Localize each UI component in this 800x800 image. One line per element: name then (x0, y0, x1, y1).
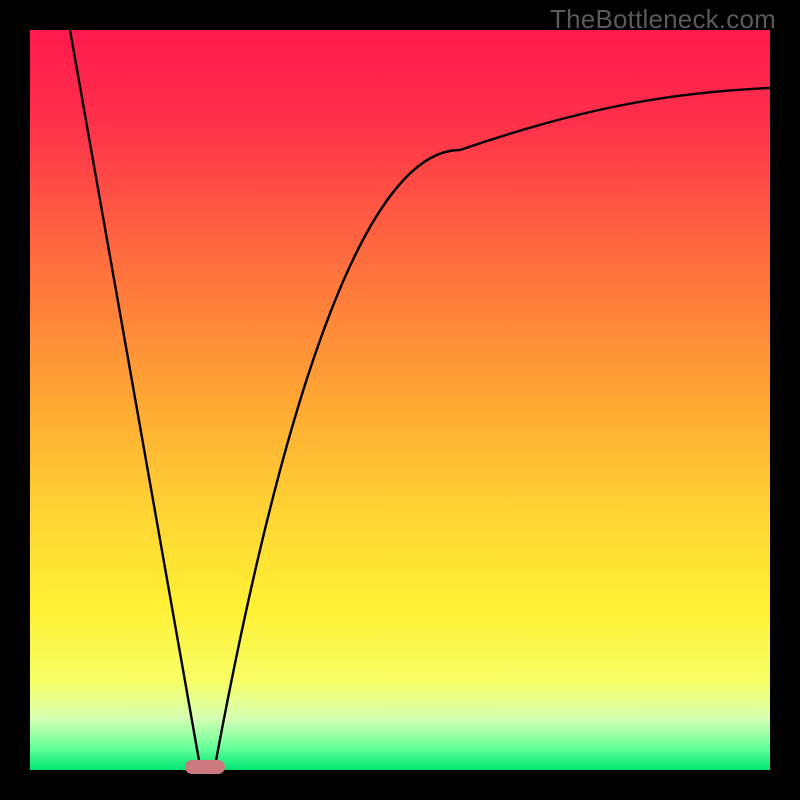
watermark-text: TheBottleneck.com (550, 4, 776, 35)
plot-area (30, 30, 770, 770)
right-curve (215, 88, 770, 766)
chart-container: TheBottleneck.com (0, 0, 800, 800)
curve-layer (30, 30, 770, 770)
minimum-marker (185, 760, 225, 774)
left-curve (70, 30, 200, 766)
